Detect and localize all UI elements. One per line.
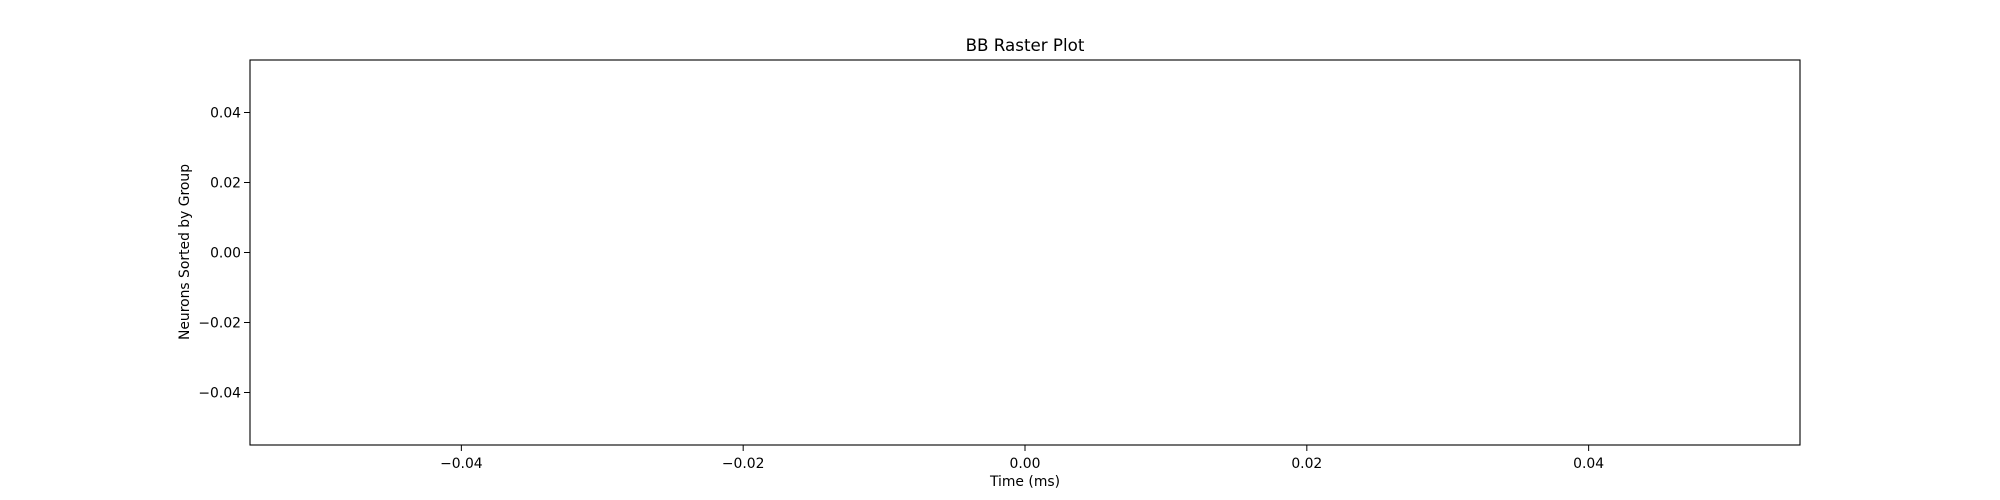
x-axis-label: Time (ms) — [989, 474, 1060, 490]
y-axis-label: Neurons Sorted by Group — [177, 164, 193, 340]
x-axis-ticks: −0.04 −0.02 0.00 0.02 0.04 — [440, 445, 1604, 472]
y-tick-label: 0.02 — [210, 176, 241, 192]
x-tick-label: −0.04 — [440, 456, 483, 472]
chart-title: BB Raster Plot — [966, 35, 1085, 55]
y-tick-label: −0.02 — [198, 316, 241, 332]
x-tick-label: 0.00 — [1010, 456, 1041, 472]
x-tick-label: 0.02 — [1291, 456, 1322, 472]
x-tick-label: 0.04 — [1573, 456, 1604, 472]
y-tick-label: −0.04 — [198, 386, 241, 402]
plot-area — [249, 59, 1801, 446]
y-axis-ticks: 0.04 0.02 0.00 −0.02 −0.04 — [198, 106, 250, 402]
y-tick-label: 0.04 — [210, 106, 241, 122]
x-tick-label: −0.02 — [722, 456, 765, 472]
y-tick-label: 0.00 — [210, 246, 241, 262]
